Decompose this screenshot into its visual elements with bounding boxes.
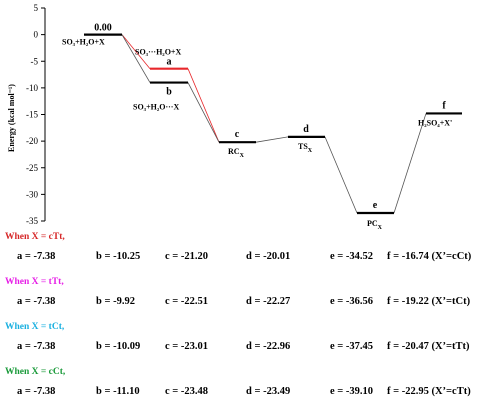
y-tick-label: -5 bbox=[31, 56, 39, 66]
species-label: SO₃···H₂O+X bbox=[135, 48, 181, 57]
species-label: SO₃+H₂O+X bbox=[62, 38, 105, 47]
value-e: e = -36.56 bbox=[330, 296, 374, 307]
level-label: 0.00 bbox=[94, 23, 112, 34]
value-c: c = -23.48 bbox=[165, 386, 209, 397]
group-values: a = -7.38 b = -11.10 c = -23.48 d = -23.… bbox=[0, 386, 500, 400]
value-b: b = -11.10 bbox=[96, 386, 140, 397]
group-header: When X = tCt, bbox=[5, 322, 65, 332]
group-header: When X = tTt, bbox=[5, 277, 64, 287]
group-header: When X = cTt, bbox=[5, 232, 65, 242]
value-e: e = -39.10 bbox=[330, 386, 374, 397]
value-c: c = -21.20 bbox=[165, 251, 209, 262]
y-tick-label: 5 bbox=[34, 3, 39, 13]
y-axis: 5 0 -5 -10 -15 -20 -25 -30 -35 bbox=[26, 3, 46, 226]
connector-line bbox=[121, 34, 151, 69]
value-e: e = -34.52 bbox=[330, 251, 374, 262]
connector-line bbox=[393, 113, 427, 214]
level-label: a bbox=[167, 57, 172, 68]
value-b: b = -9.92 bbox=[96, 296, 135, 307]
value-a: a = -7.38 bbox=[17, 341, 56, 352]
group-header: When X = cCt, bbox=[5, 367, 66, 377]
y-tick-label: -30 bbox=[26, 189, 38, 199]
value-a: a = -7.38 bbox=[17, 386, 56, 397]
level-label: c bbox=[235, 129, 240, 140]
group-ctt: When X = cTt, a = -7.38 b = -10.25 c = -… bbox=[0, 232, 500, 276]
value-d: d = -20.01 bbox=[246, 251, 291, 262]
value-d: d = -22.96 bbox=[246, 341, 291, 352]
species-label: PCX bbox=[367, 219, 383, 230]
connector-lines bbox=[121, 34, 427, 214]
level-label: d bbox=[303, 124, 309, 135]
value-f: f = -19.22 (X’=tCt) bbox=[387, 296, 471, 307]
group-ttt: When X = tTt, a = -7.38 b = -9.92 c = -2… bbox=[0, 277, 500, 321]
value-b: b = -10.25 bbox=[96, 251, 141, 262]
group-values: a = -7.38 b = -10.09 c = -23.01 d = -22.… bbox=[0, 341, 500, 355]
connector-line bbox=[187, 68, 220, 143]
value-f: f = -20.47 (X’=tTt) bbox=[387, 341, 470, 352]
group-values: a = -7.38 b = -9.92 c = -22.51 d = -22.2… bbox=[0, 296, 500, 310]
value-c: c = -23.01 bbox=[165, 341, 209, 352]
value-c: c = -22.51 bbox=[165, 296, 209, 307]
y-tick-label: -20 bbox=[26, 136, 38, 146]
y-tick-label: -10 bbox=[26, 83, 38, 93]
species-label: RCX bbox=[228, 147, 245, 159]
level-label: b bbox=[166, 87, 172, 98]
value-a: a = -7.38 bbox=[17, 296, 56, 307]
connector-line bbox=[324, 136, 358, 214]
value-d: d = -22.27 bbox=[246, 296, 291, 307]
y-tick-label: -35 bbox=[26, 216, 38, 226]
energy-diagram: 5 0 -5 -10 -15 -20 -25 -30 -35 Energy (kcal mol⁻… bbox=[7, 3, 462, 230]
connector-line bbox=[121, 34, 151, 83]
species-label: TSX bbox=[298, 142, 313, 154]
value-f: f = -16.74 (X’=cCt) bbox=[387, 251, 472, 262]
value-f: f = -22.95 (X’=cTt) bbox=[387, 386, 471, 397]
species-label: SO₃+H₂O···X bbox=[133, 103, 179, 112]
value-a: a = -7.38 bbox=[17, 251, 56, 262]
connector-line bbox=[255, 136, 289, 143]
level-label: f bbox=[442, 100, 446, 111]
group-cct: When X = cCt, a = -7.38 b = -11.10 c = -… bbox=[0, 367, 500, 411]
value-b: b = -10.09 bbox=[96, 341, 141, 352]
level-label: e bbox=[373, 200, 378, 211]
y-tick-label: -25 bbox=[26, 163, 38, 173]
connector-line bbox=[187, 82, 220, 143]
group-values: a = -7.38 b = -10.25 c = -21.20 d = -20.… bbox=[0, 251, 500, 265]
group-tct: When X = tCt, a = -7.38 b = -10.09 c = -… bbox=[0, 322, 500, 366]
value-e: e = -37.45 bbox=[330, 341, 374, 352]
species-label: H₂SO₄+X' bbox=[418, 118, 452, 127]
y-tick-label: 0 bbox=[34, 30, 39, 40]
value-d: d = -23.49 bbox=[246, 386, 291, 397]
y-axis-label: Energy (kcal mol⁻¹) bbox=[7, 84, 16, 152]
y-tick-label: -15 bbox=[26, 110, 38, 120]
